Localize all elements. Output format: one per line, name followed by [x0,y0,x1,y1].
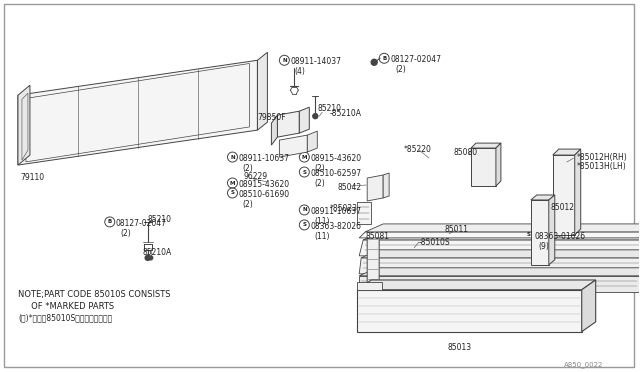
Text: S: S [230,190,234,195]
Text: 08127-02047: 08127-02047 [390,55,441,64]
Polygon shape [471,148,496,186]
Text: S: S [527,232,531,237]
Polygon shape [359,276,639,292]
Polygon shape [257,52,268,130]
Polygon shape [359,240,640,256]
Text: B: B [382,56,387,61]
Text: A850_0022: A850_0022 [564,362,603,368]
Text: (2): (2) [243,164,253,173]
Polygon shape [359,232,640,238]
Bar [556,163,572,225]
Text: M: M [230,180,236,186]
Text: (2): (2) [395,65,406,74]
Text: (2): (2) [314,164,325,173]
Text: (2): (2) [243,200,253,209]
Text: -85210A: -85210A [329,109,361,118]
Polygon shape [553,155,575,235]
Text: 79110: 79110 [20,173,44,182]
Polygon shape [367,175,383,201]
Polygon shape [300,107,309,133]
Polygon shape [365,224,640,232]
Text: 85210: 85210 [148,215,172,224]
Polygon shape [357,282,382,290]
Polygon shape [18,60,257,165]
Polygon shape [367,235,379,296]
Polygon shape [553,149,580,155]
Polygon shape [575,149,580,235]
Text: S: S [302,170,307,174]
Polygon shape [271,115,277,145]
Polygon shape [496,143,501,186]
Text: -85010S: -85010S [419,238,451,247]
Circle shape [313,114,318,119]
Text: 79850F: 79850F [257,113,286,122]
Text: 85210: 85210 [317,104,341,113]
Text: 08915-43620: 08915-43620 [239,180,289,189]
Polygon shape [361,250,640,258]
Text: N: N [282,58,287,63]
Circle shape [148,256,153,260]
Text: 08363-82026: 08363-82026 [310,222,362,231]
Text: 08911-10637: 08911-10637 [239,154,289,163]
Polygon shape [357,280,596,290]
Text: 08510-62597: 08510-62597 [310,169,362,178]
Polygon shape [277,111,300,137]
Polygon shape [280,135,307,157]
Text: (9): (9) [539,242,550,251]
Text: 08363-01626: 08363-01626 [535,232,586,241]
Polygon shape [471,143,501,148]
Text: OF *MARKED PARTS: OF *MARKED PARTS [18,302,114,311]
Polygon shape [357,290,582,332]
Polygon shape [383,173,389,198]
Text: 85013: 85013 [447,343,471,352]
Text: 08915-43620: 08915-43620 [310,154,362,163]
Text: 96229: 96229 [243,172,268,181]
Text: (注)*印は、85010Sの構成部品です。: (注)*印は、85010Sの構成部品です。 [18,314,112,323]
Polygon shape [582,280,596,332]
Text: N: N [230,154,235,160]
Text: 85011: 85011 [444,225,468,234]
Text: 85012: 85012 [551,203,575,212]
Polygon shape [18,85,30,165]
Text: (2): (2) [121,229,131,238]
Text: *85013H(LH): *85013H(LH) [577,162,627,171]
Circle shape [145,255,150,260]
Polygon shape [307,131,317,152]
Bar [357,202,371,224]
Text: (4): (4) [294,67,305,76]
Bar [474,152,493,182]
Polygon shape [359,268,640,276]
Text: 85081: 85081 [365,232,389,241]
Polygon shape [548,195,555,265]
Text: 08911-14037: 08911-14037 [291,57,341,66]
Polygon shape [531,200,548,265]
Text: *85220: *85220 [404,145,432,154]
Text: (11): (11) [314,217,330,226]
Circle shape [371,59,377,65]
Text: S: S [302,222,307,227]
Polygon shape [359,258,640,274]
Text: 85080: 85080 [454,148,478,157]
Text: (2): (2) [314,179,325,188]
Text: M: M [301,154,307,160]
Text: 85210A: 85210A [143,248,172,257]
Text: 08911-10637: 08911-10637 [310,207,362,216]
Text: (11): (11) [314,232,330,241]
Polygon shape [531,195,555,200]
Bar [534,206,546,258]
Text: NOTE;PART CODE 85010S CONSISTS: NOTE;PART CODE 85010S CONSISTS [18,290,170,299]
Text: 08127-02047: 08127-02047 [116,219,167,228]
Polygon shape [363,232,640,240]
Text: B: B [108,219,112,224]
Text: *85023: *85023 [329,204,357,213]
Text: 08510-61690: 08510-61690 [239,190,289,199]
Text: N: N [302,208,307,212]
Text: 85042: 85042 [337,183,362,192]
Text: *85012H(RH): *85012H(RH) [577,153,627,162]
